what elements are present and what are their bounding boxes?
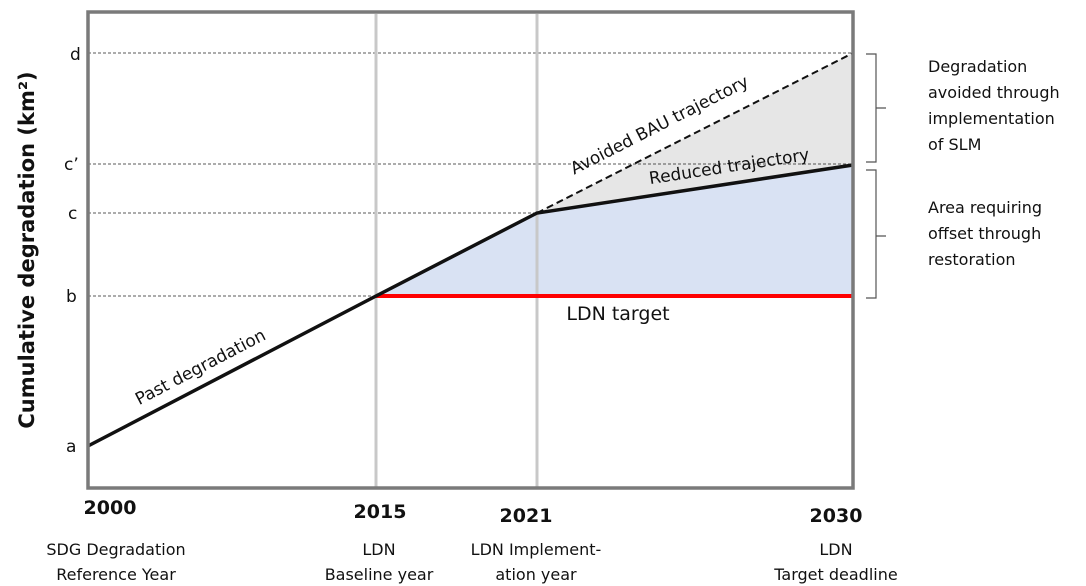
brace <box>866 53 886 163</box>
year-caption: Reference Year <box>56 565 176 584</box>
year-caption: LDN <box>362 540 395 559</box>
bau-line <box>536 52 854 214</box>
annotation: implementation <box>928 109 1055 128</box>
year-caption: ation year <box>495 565 577 584</box>
year-caption: Baseline year <box>325 565 434 584</box>
annotation: restoration <box>928 250 1016 269</box>
year-label: 2021 <box>500 505 553 527</box>
annotation: offset through <box>928 224 1041 243</box>
annotation: Degradation <box>928 57 1027 76</box>
offset-area <box>376 165 853 296</box>
line-label: LDN target <box>566 303 669 325</box>
annotation: Area requiring <box>928 198 1042 217</box>
year-caption: SDG Degradation <box>46 540 185 559</box>
year-label: 2015 <box>354 501 407 523</box>
year-label: 2000 <box>84 497 137 519</box>
y-label: c’ <box>64 155 79 175</box>
y-label: b <box>66 287 77 307</box>
trajectory-line <box>87 163 854 448</box>
annotation: avoided through <box>928 83 1060 102</box>
y-label: d <box>70 45 81 65</box>
plot-frame <box>86 10 855 490</box>
year-caption: LDN Implement- <box>471 540 602 559</box>
annotation: of SLM <box>928 135 981 154</box>
y-axis-title: Cumulative degradation (km²) <box>15 71 39 428</box>
line-label: Past degradation <box>132 325 269 409</box>
year-label: 2030 <box>810 505 863 527</box>
y-label: a <box>66 437 76 457</box>
year-caption: Target deadline <box>773 565 897 584</box>
y-label: c <box>68 204 77 224</box>
year-caption: LDN <box>819 540 852 559</box>
brace <box>866 169 886 299</box>
